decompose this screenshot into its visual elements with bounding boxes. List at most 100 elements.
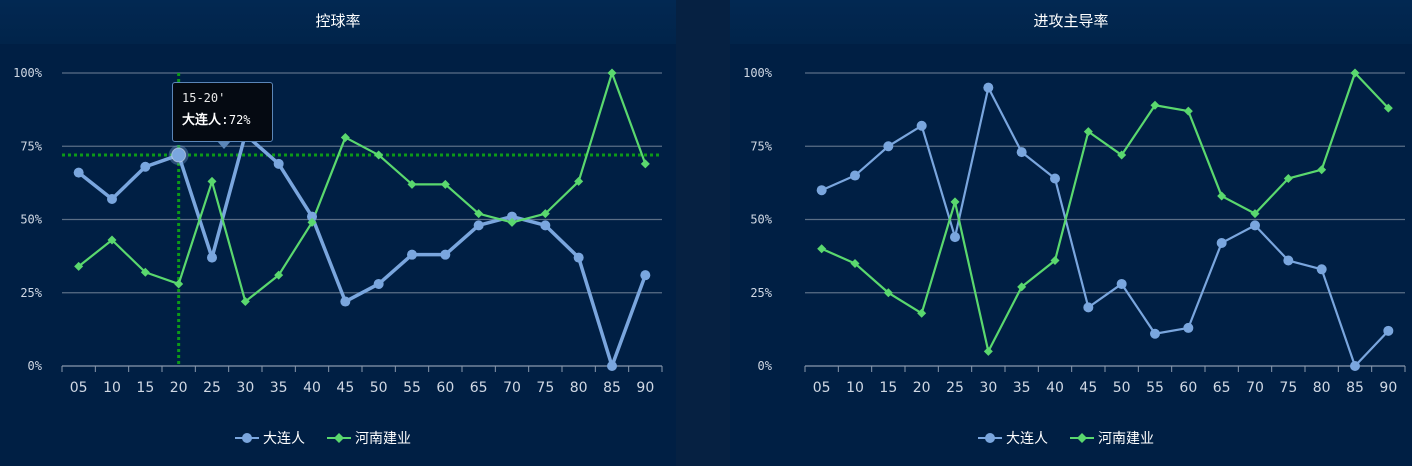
x-tick-label: 10 — [846, 380, 864, 396]
legend-label: 大连人 — [263, 431, 305, 447]
data-point — [916, 120, 927, 131]
data-point — [307, 217, 317, 227]
data-point — [1083, 127, 1093, 137]
data-point — [883, 288, 893, 298]
data-point — [1283, 173, 1293, 183]
x-tick-label: 55 — [403, 380, 421, 396]
x-tick-label: 45 — [336, 380, 354, 396]
series-line-dalian — [77, 132, 647, 368]
data-point — [1383, 325, 1394, 336]
data-point — [373, 278, 384, 289]
data-point — [883, 141, 894, 152]
attack-dominance-chart-panel: 进攻主导率 0% 25% 50% 75% 100% 05 10 15 20 25 30 35 40 45 5… — [730, 0, 1412, 466]
legend-label: 河南建业 — [1098, 431, 1154, 447]
attack-dominance-line-chart[interactable]: 0% 25% 50% 75% 100% 05 10 15 20 25 30 35 40 45 50 55 60 6… — [730, 0, 1412, 466]
data-point — [540, 209, 550, 219]
data-point — [1016, 147, 1027, 158]
data-point — [274, 270, 284, 280]
data-point — [983, 346, 993, 356]
x-tick-label: 80 — [570, 380, 588, 396]
data-point — [273, 158, 284, 169]
y-tick-label: 75% — [20, 139, 42, 153]
data-point — [340, 296, 351, 307]
data-point — [1216, 237, 1227, 248]
data-point — [1150, 100, 1160, 110]
chart-legend: 大连人 河南建业 — [978, 428, 1176, 448]
data-point — [1250, 209, 1260, 219]
data-point — [1183, 106, 1193, 116]
x-tick-label: 70 — [1246, 380, 1264, 396]
data-point — [1250, 220, 1260, 231]
y-tick-label: 100% — [13, 66, 43, 80]
data-point — [573, 252, 584, 263]
tooltip-arrow — [217, 141, 231, 149]
x-tick-label: 25 — [203, 380, 221, 396]
chart-title: 控球率 — [315, 12, 361, 30]
data-point — [107, 235, 117, 245]
legend-label: 河南建业 — [355, 431, 411, 447]
x-tick-label: 05 — [70, 380, 88, 396]
data-point — [1350, 68, 1360, 78]
tooltip-value: 72% — [228, 113, 251, 127]
data-point — [207, 176, 217, 186]
data-point — [407, 179, 417, 189]
data-point — [1317, 165, 1327, 175]
data-point — [440, 179, 450, 189]
x-tick-label: 75 — [1279, 380, 1297, 396]
y-tick-label: 25% — [20, 286, 42, 300]
data-point — [507, 211, 517, 222]
x-tick-label: 35 — [1013, 380, 1031, 396]
data-point — [1083, 302, 1094, 313]
y-tick-label: 50% — [20, 213, 42, 227]
legend-label: 大连人 — [1006, 431, 1048, 447]
data-point — [540, 220, 551, 231]
x-tick-label: 85 — [1346, 380, 1364, 396]
data-point — [374, 150, 384, 160]
possession-line-chart[interactable]: 0% 25% 50% 75% 100% 05 10 15 20 25 30 35 40 45 50 55 60 6… — [0, 0, 676, 466]
x-tick-label: 10 — [103, 380, 121, 396]
data-point — [1316, 264, 1327, 275]
x-tick-label: 30 — [236, 380, 254, 396]
highlight-point — [171, 147, 187, 163]
x-tick-label: 35 — [270, 380, 288, 396]
data-point — [1350, 361, 1360, 371]
x-tick-label: 85 — [603, 380, 621, 396]
data-point — [307, 211, 317, 222]
legend-item-dalian[interactable]: 大连人 — [978, 428, 1048, 448]
data-point — [1217, 191, 1227, 201]
y-tick-label: 50% — [750, 213, 772, 227]
data-point — [850, 170, 860, 181]
x-tick-label: 15 — [879, 380, 897, 396]
data-point — [640, 270, 651, 281]
y-tick-label: 75% — [750, 139, 772, 153]
data-point — [1117, 150, 1127, 160]
circle-marker-icon — [978, 433, 1002, 443]
data-point — [983, 82, 994, 93]
panel-header: 进攻主导率 — [730, 0, 1412, 44]
data-point — [240, 297, 250, 307]
data-point — [340, 132, 350, 142]
x-tick-label: 65 — [470, 380, 488, 396]
legend-item-dalian[interactable]: 大连人 — [235, 428, 305, 448]
legend-item-henan[interactable]: 河南建业 — [1070, 428, 1154, 448]
data-point — [850, 258, 860, 268]
data-point — [1017, 282, 1027, 292]
series-line-dalian — [821, 86, 1390, 368]
possession-chart-panel: 控球率 0% 25% 50% 75% 100% 05 10 15 20 25 30 35 40 45 50 5… — [0, 0, 676, 466]
y-tick-label: 0% — [28, 359, 43, 373]
legend-item-henan[interactable]: 河南建业 — [327, 428, 411, 448]
data-point — [73, 167, 84, 178]
panel-divider — [676, 0, 730, 466]
x-tick-label: 30 — [979, 380, 997, 396]
x-tick-label: 60 — [1179, 380, 1197, 396]
data-point — [607, 68, 617, 78]
data-point — [174, 279, 184, 289]
x-tick-label: 25 — [946, 380, 964, 396]
data-point — [140, 267, 150, 277]
x-tick-label: 40 — [303, 380, 321, 396]
x-tick-label: 20 — [170, 380, 188, 396]
x-tick-label: 90 — [1379, 380, 1397, 396]
diamond-marker-icon — [327, 433, 351, 443]
data-point — [1050, 173, 1060, 184]
x-tick-label: 50 — [370, 380, 388, 396]
